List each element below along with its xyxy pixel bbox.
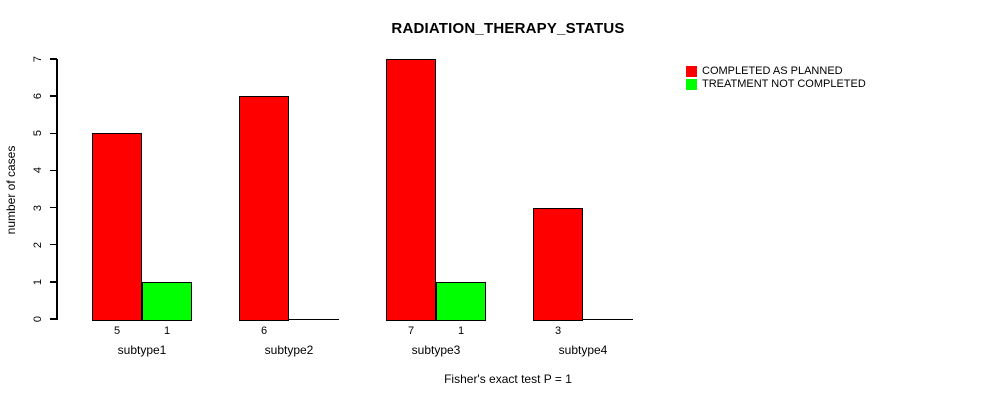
legend-item-not-completed: TREATMENT NOT COMPLETED: [686, 78, 866, 91]
bar-value-label: 1: [457, 325, 465, 337]
zero-bar-baseline-subtype2-series1: [289, 318, 339, 320]
y-tick-label: 3: [32, 204, 44, 211]
chart-title: RADIATION_THERAPY_STATUS: [391, 20, 625, 37]
x-category-label-subtype1: subtype1: [117, 343, 167, 357]
legend-label-completed: COMPLETED AS PLANNED: [702, 65, 843, 77]
legend: COMPLETED AS PLANNED TREATMENT NOT COMPL…: [686, 65, 866, 91]
y-tick: [50, 95, 57, 97]
bar-value-label: 7: [407, 325, 415, 337]
x-category-label-subtype2: subtype2: [264, 343, 314, 357]
bar-subtype4-series0: [533, 208, 583, 321]
fisher-test-caption: Fisher's exact test P = 1: [444, 372, 572, 386]
y-tick: [50, 206, 57, 209]
bar-value-label: 5: [113, 325, 121, 337]
y-tick: [50, 318, 57, 320]
bar-subtype2-series0: [239, 96, 289, 321]
bar-value-label: 6: [260, 325, 268, 337]
bar-value-label: 1: [163, 325, 171, 337]
zero-bar-baseline-subtype4-series1: [583, 318, 633, 320]
y-tick-label: 7: [32, 55, 44, 63]
y-tick: [50, 58, 57, 60]
y-tick-label: 4: [32, 167, 44, 174]
y-tick-label: 0: [32, 315, 44, 323]
y-tick: [50, 281, 57, 283]
y-tick: [50, 169, 57, 172]
legend-swatch-not-completed-icon: [686, 79, 697, 90]
y-tick-label: 2: [32, 241, 44, 248]
legend-label-not-completed: TREATMENT NOT COMPLETED: [702, 78, 866, 90]
y-axis-title: number of cases: [4, 145, 18, 235]
legend-swatch-completed-icon: [686, 66, 697, 77]
y-tick-label: 6: [32, 93, 44, 100]
x-category-label-subtype4: subtype4: [558, 343, 608, 357]
y-tick: [50, 132, 57, 135]
y-tick-label: 1: [32, 278, 44, 285]
legend-item-completed: COMPLETED AS PLANNED: [686, 65, 866, 78]
bar-subtype3-series0: [386, 59, 436, 321]
bar-value-label: 3: [554, 325, 562, 337]
y-tick: [50, 243, 57, 246]
y-tick-label: 5: [32, 130, 44, 137]
bar-subtype3-series1: [436, 282, 486, 321]
y-axis-line: [56, 59, 58, 320]
bar-subtype1-series1: [142, 282, 192, 321]
x-category-label-subtype3: subtype3: [411, 343, 461, 357]
bar-subtype1-series0: [92, 133, 142, 321]
